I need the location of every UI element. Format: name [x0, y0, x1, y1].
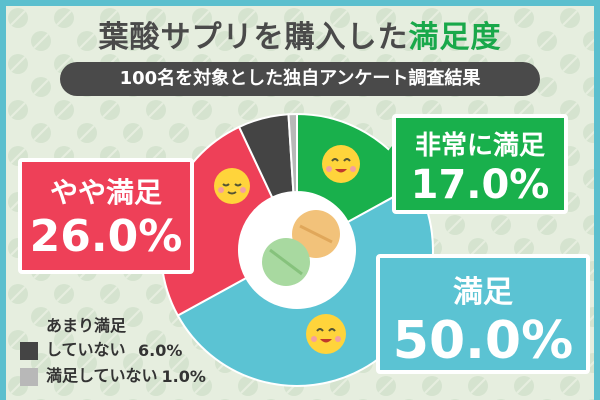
callout-label: 非常に満足	[414, 131, 545, 162]
legend-value: 1.0%	[161, 366, 206, 386]
title-highlight: 満足度	[408, 20, 502, 55]
legend-swatch	[20, 368, 38, 386]
callout-label: 満足	[453, 274, 513, 310]
title-text: 葉酸サプリを購入した	[98, 20, 409, 55]
callout-value: 17.0%	[410, 162, 550, 209]
callout-value: 50.0%	[392, 310, 574, 371]
legend-label: あまり満足していない	[46, 316, 127, 359]
callout-box: 非常に満足 17.0%	[392, 114, 568, 214]
subtitle: 100名を対象とした独自アンケート調査結果	[60, 62, 540, 96]
legend-swatch	[20, 342, 38, 360]
faces	[214, 145, 360, 354]
legend-item: あまり満足していない 6.0%	[20, 312, 182, 360]
callout-box: 満足 50.0%	[376, 254, 590, 374]
callout-value: 26.0%	[29, 210, 183, 262]
legend-item: 満足していない 1.0%	[20, 362, 206, 386]
center-pills	[239, 192, 355, 308]
legend-value: 6.0%	[138, 340, 183, 360]
title: 葉酸サプリを購入した満足度	[0, 12, 600, 56]
callout-label: やや満足	[49, 175, 162, 209]
callout-box: やや満足 26.0%	[18, 158, 194, 274]
legend-label: 満足していない	[46, 366, 158, 385]
